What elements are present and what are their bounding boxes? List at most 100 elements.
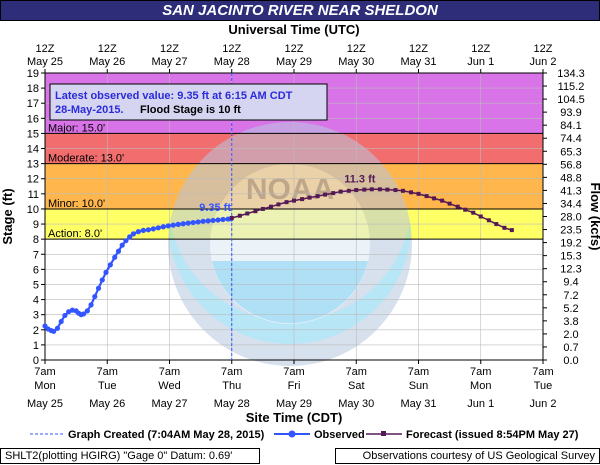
left-axis-title: Stage (ft)	[0, 188, 15, 244]
observed-point-13	[84, 308, 90, 314]
forecast-point-19	[377, 187, 382, 192]
right-tick-label-8: 15.3	[560, 251, 581, 263]
top-tick-date-5: May 30	[338, 56, 374, 68]
right-tick-label-16: 65.3	[560, 146, 581, 158]
bottom-tick-date-4: May 29	[276, 398, 312, 410]
right-tick-label-18: 84.1	[560, 120, 581, 132]
bottom-tick-day-3: Thu	[222, 380, 241, 392]
forecast-point-6	[276, 202, 281, 207]
observed-point-29	[150, 226, 156, 232]
bottom-tick-time-5: 7am	[346, 366, 367, 378]
forecast-point-32	[478, 214, 483, 219]
right-tick-label-13: 41.3	[560, 185, 581, 197]
forecast-point-29	[455, 204, 460, 209]
observed-point-43	[220, 216, 226, 223]
bottom-tick-date-6: May 31	[400, 398, 436, 410]
forecast-point-30	[463, 207, 468, 212]
right-axis-title: Flow (kcfs)	[588, 183, 600, 251]
forecast-point-14	[338, 189, 343, 194]
flood-category-labels: Action: 8.0' Minor: 10.0' Moderate: 13.0' M…	[45, 122, 543, 240]
forecast-point-9	[300, 197, 305, 202]
top-tick-hour-7: 12Z	[471, 43, 490, 55]
observed-point-21	[115, 248, 122, 254]
hydrograph-chart: NOAA Action: 8.0' Minor: 10.0' Moderate: 1…	[0, 22, 600, 441]
left-tick-label-2: 2	[33, 325, 39, 337]
top-tick-hour-2: 12Z	[160, 43, 179, 55]
datum-footer: SHLT2(plotting HGIRG) "Gage 0" Datum: 0.…	[0, 448, 260, 464]
observed-point-42	[215, 217, 221, 223]
observed-point-27	[140, 227, 146, 233]
left-tick-label-4: 4	[33, 295, 39, 307]
latest-observed-box: Latest observed value: 9.35 ft at 6:15 A…	[49, 83, 328, 121]
observed-point-32	[165, 223, 171, 229]
legend-forecast: Forecast (issued 8:54PM May 27)	[406, 429, 579, 441]
top-tick-date-2: May 27	[151, 56, 187, 68]
right-tick-label-22: 134.3	[557, 68, 585, 80]
bottom-tick-day-1: Tue	[98, 380, 117, 392]
bottom-tick-day-7: Mon	[470, 380, 491, 392]
left-tick-label-18: 18	[27, 83, 39, 95]
right-tick-label-12: 34.4	[560, 198, 581, 210]
bottom-tick-time-6: 7am	[408, 366, 429, 378]
left-tick-label-6: 6	[33, 264, 39, 276]
observed-point-35	[180, 221, 186, 227]
forecast-point-7	[284, 200, 289, 205]
top-tick-hour-8: 12Z	[534, 43, 553, 55]
flood-stage-note: Flood Stage is 10 ft	[140, 104, 241, 116]
observed-point-26	[135, 229, 141, 235]
forecast-point-31	[471, 210, 476, 215]
right-tick-label-2: 2.0	[563, 329, 578, 341]
observed-point-38	[195, 219, 201, 225]
noaa-watermark: NOAA	[168, 122, 412, 366]
observed-point-30	[155, 225, 161, 231]
observed-point-39	[200, 218, 206, 224]
flood-category-label-3: Major: 15.0'	[48, 122, 105, 134]
observed-point-16	[95, 285, 102, 291]
left-tick-label-15: 15	[27, 128, 39, 140]
forecast-point-3	[253, 209, 258, 214]
left-tick-label-17: 17	[27, 98, 39, 110]
top-tick-hour-3: 12Z	[222, 43, 241, 55]
forecast-point-28	[447, 201, 452, 206]
latest-observed-line: Latest observed value: 9.35 ft at 6:15 A…	[55, 90, 293, 102]
top-tick-date-1: May 26	[89, 56, 125, 68]
top-tick-hour-6: 12Z	[409, 43, 428, 55]
observed-point-28	[145, 227, 151, 233]
top-tick-hour-4: 12Z	[285, 43, 304, 55]
observed-point-19	[107, 262, 113, 268]
bottom-tick-date-1: May 26	[89, 398, 125, 410]
top-tick-hour-1: 12Z	[98, 43, 117, 55]
forecast-point-15	[346, 188, 351, 193]
legend-observed: Observed	[314, 429, 365, 441]
bottom-tick-day-2: Wed	[158, 380, 180, 392]
left-tick-label-1: 1	[33, 340, 39, 352]
left-tick-label-8: 8	[33, 234, 39, 246]
bottom-tick-date-3: May 28	[214, 398, 250, 410]
bottom-tick-date-8: Jun 2	[530, 398, 557, 410]
observed-point-25	[130, 231, 136, 237]
observed-point-15	[92, 293, 98, 300]
right-tick-label-4: 5.2	[563, 303, 578, 315]
bottom-tick-day-0: Mon	[34, 380, 55, 392]
right-tick-label-1: 0.7	[563, 342, 578, 354]
right-tick-label-14: 48.8	[560, 172, 581, 184]
flood-category-label-0: Action: 8.0'	[48, 228, 102, 240]
bottom-tick-day-5: Sat	[348, 380, 365, 392]
forecast-point-5	[268, 204, 273, 209]
right-tick-label-0: 0.0	[563, 355, 578, 367]
top-tick-date-8: Jun 2	[530, 56, 557, 68]
observed-point-41	[210, 217, 216, 224]
legend-observed-marker	[288, 430, 296, 438]
bottom-tick-date-2: May 27	[151, 398, 187, 410]
forecast-point-25	[424, 194, 429, 199]
observed-point-17	[99, 277, 105, 283]
left-tick-label-3: 3	[33, 310, 39, 322]
bottom-tick-date-7: Jun 1	[467, 398, 494, 410]
forecast-point-21	[393, 188, 398, 193]
credits-footer: Observations courtesy of US Geological S…	[335, 448, 600, 464]
bottom-tick-time-1: 7am	[97, 366, 118, 378]
observed-point-31	[160, 224, 166, 230]
forecast-point-8	[292, 198, 296, 203]
forecast-point-12	[323, 192, 328, 197]
